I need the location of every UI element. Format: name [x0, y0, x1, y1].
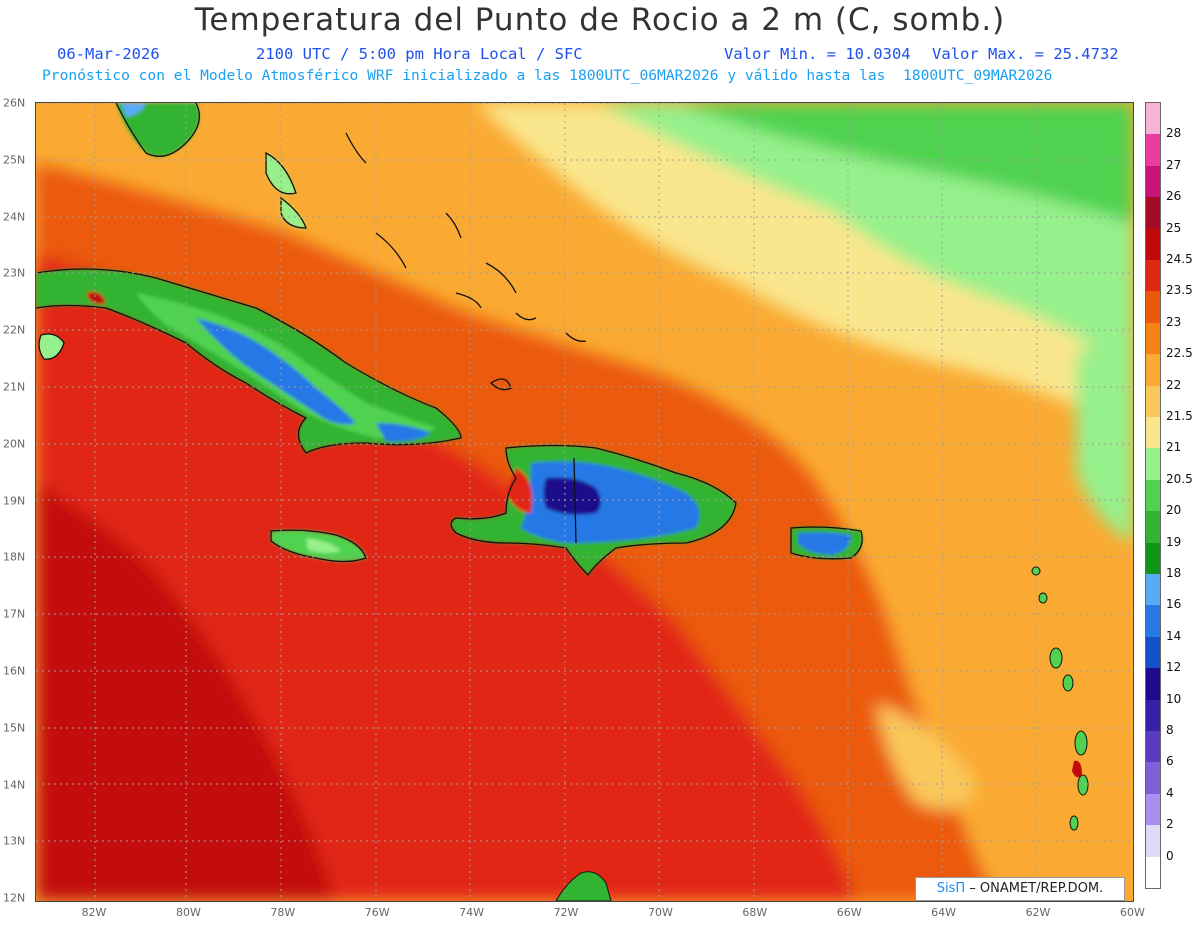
- min-value: Valor Min. = 10.0304: [724, 45, 911, 63]
- cuba: [36, 269, 461, 453]
- longitude-label: 76W: [364, 906, 390, 919]
- colorbar-label: 6: [1166, 754, 1174, 769]
- colorbar-label: 0: [1166, 848, 1174, 863]
- colorbar-segment: [1146, 511, 1160, 544]
- latitude-label: 25N: [3, 153, 26, 167]
- colorbar-label: 2: [1166, 817, 1174, 832]
- latitude-label: 23N: [3, 266, 26, 280]
- lesser-antilles: [1031, 566, 1089, 831]
- colorbar-label: 27: [1166, 157, 1182, 172]
- latitude-label: 19N: [3, 494, 26, 508]
- colorbar-label: 26: [1166, 189, 1182, 204]
- colorbar-label: 4: [1166, 785, 1174, 800]
- latitude-label: 26N: [3, 96, 26, 110]
- max-value: Valor Max. = 25.4732: [932, 45, 1119, 63]
- colorbar-segment: [1146, 731, 1160, 763]
- colorbar-segment: [1146, 699, 1160, 732]
- longitude-label: 68W: [742, 906, 768, 919]
- latitude-label: 13N: [3, 834, 26, 848]
- colorbar-segment: [1146, 417, 1160, 449]
- colorbar-segment: [1146, 668, 1160, 701]
- forecast-info: Pronóstico con el Modelo Atmosférico WRF…: [42, 67, 1053, 84]
- colorbar-segment: [1146, 856, 1160, 889]
- colorbar-label: 22.5: [1166, 346, 1193, 361]
- colorbar-segment: [1146, 574, 1160, 606]
- colorbar-label: 14: [1166, 628, 1182, 643]
- colorbar-segment: [1146, 385, 1160, 418]
- colorbar-label: 22: [1166, 377, 1182, 392]
- colorbar-segment: [1146, 793, 1160, 826]
- puerto-rico: [791, 527, 863, 559]
- colorbar-label: 28: [1166, 126, 1182, 141]
- colorbar-segment: [1146, 762, 1160, 795]
- longitude-label: 70W: [647, 906, 673, 919]
- latitude-label: 21N: [3, 380, 26, 394]
- colorbar-label: 25: [1166, 220, 1182, 235]
- latitude-label: 16N: [3, 664, 26, 678]
- colorbar-segment: [1146, 291, 1160, 324]
- colorbar-segment: [1146, 605, 1160, 638]
- colorbar-segment: [1146, 165, 1160, 198]
- colorbar-label: 23: [1166, 314, 1182, 329]
- longitude-label: 72W: [553, 906, 579, 919]
- latitude-label: 20N: [3, 437, 26, 451]
- colorbar-segment: [1146, 260, 1160, 292]
- florida: [116, 103, 306, 228]
- latitude-label: 15N: [3, 721, 26, 735]
- colorbar-segment: [1146, 354, 1160, 387]
- colorbar-segment: [1146, 103, 1160, 135]
- colorbar-segment: [1146, 228, 1160, 261]
- colorbar-label: 24.5: [1166, 252, 1193, 266]
- colorbar-label: 12: [1166, 660, 1182, 675]
- longitude-label: 60W: [1119, 906, 1145, 919]
- longitude-label: 82W: [81, 906, 107, 919]
- colorbar-label: 18: [1166, 566, 1182, 580]
- colorbar-label: 19: [1166, 534, 1182, 549]
- hispaniola: [451, 445, 736, 575]
- colorbar-label: 20.5: [1166, 471, 1193, 486]
- map-canvas: [36, 103, 1133, 901]
- jamaica: [271, 530, 366, 562]
- colorbar-segment: [1146, 322, 1160, 355]
- sisp-logo: SisΠ: [936, 881, 966, 896]
- colorbar-segment: [1146, 636, 1160, 669]
- colorbar-label: 21: [1166, 440, 1182, 455]
- date-label: 06-Mar-2026: [57, 45, 160, 63]
- map-title: Temperatura del Punto de Rocio a 2 m (C,…: [194, 2, 1006, 38]
- colorbar-label: 16: [1166, 597, 1182, 612]
- credit-box: SisΠ – ONAMET/REP.DOM.: [915, 877, 1125, 901]
- time-info: 2100 UTC / 5:00 pm Hora Local / SFC: [256, 45, 583, 63]
- colorbar-label: 10: [1166, 691, 1182, 706]
- colorbar: [1145, 102, 1161, 889]
- colorbar-segment: [1146, 825, 1160, 858]
- colorbar-label: 8: [1166, 723, 1174, 737]
- longitude-label: 78W: [270, 906, 296, 919]
- longitude-label: 66W: [836, 906, 862, 919]
- longitude-label: 64W: [931, 906, 957, 919]
- colorbar-segment: [1146, 479, 1160, 512]
- colorbar-segment: [1146, 448, 1160, 481]
- south-america-coast: [555, 871, 612, 901]
- latitude-label: 24N: [3, 210, 26, 224]
- dewpoint-map: [35, 102, 1134, 902]
- colorbar-segment: [1146, 197, 1160, 230]
- isla-juventud: [39, 334, 64, 360]
- latitude-label: 22N: [3, 323, 26, 337]
- credit-org: – ONAMET/REP.DOM.: [965, 881, 1104, 896]
- latitude-label: 17N: [3, 607, 26, 621]
- latitude-label: 18N: [3, 550, 26, 564]
- colorbar-label: 23.5: [1166, 283, 1193, 298]
- latitude-label: 12N: [3, 891, 26, 905]
- colorbar-label: 21.5: [1166, 409, 1193, 423]
- colorbar-segment: [1146, 134, 1160, 167]
- colorbar-label: 20: [1166, 503, 1182, 518]
- latitude-label: 14N: [3, 778, 26, 792]
- martinique-hotspot: [1072, 760, 1082, 778]
- grid-lines: [36, 103, 1133, 901]
- longitude-label: 74W: [459, 906, 485, 919]
- longitude-label: 62W: [1025, 906, 1051, 919]
- colorbar-segment: [1146, 542, 1160, 575]
- longitude-label: 80W: [175, 906, 201, 919]
